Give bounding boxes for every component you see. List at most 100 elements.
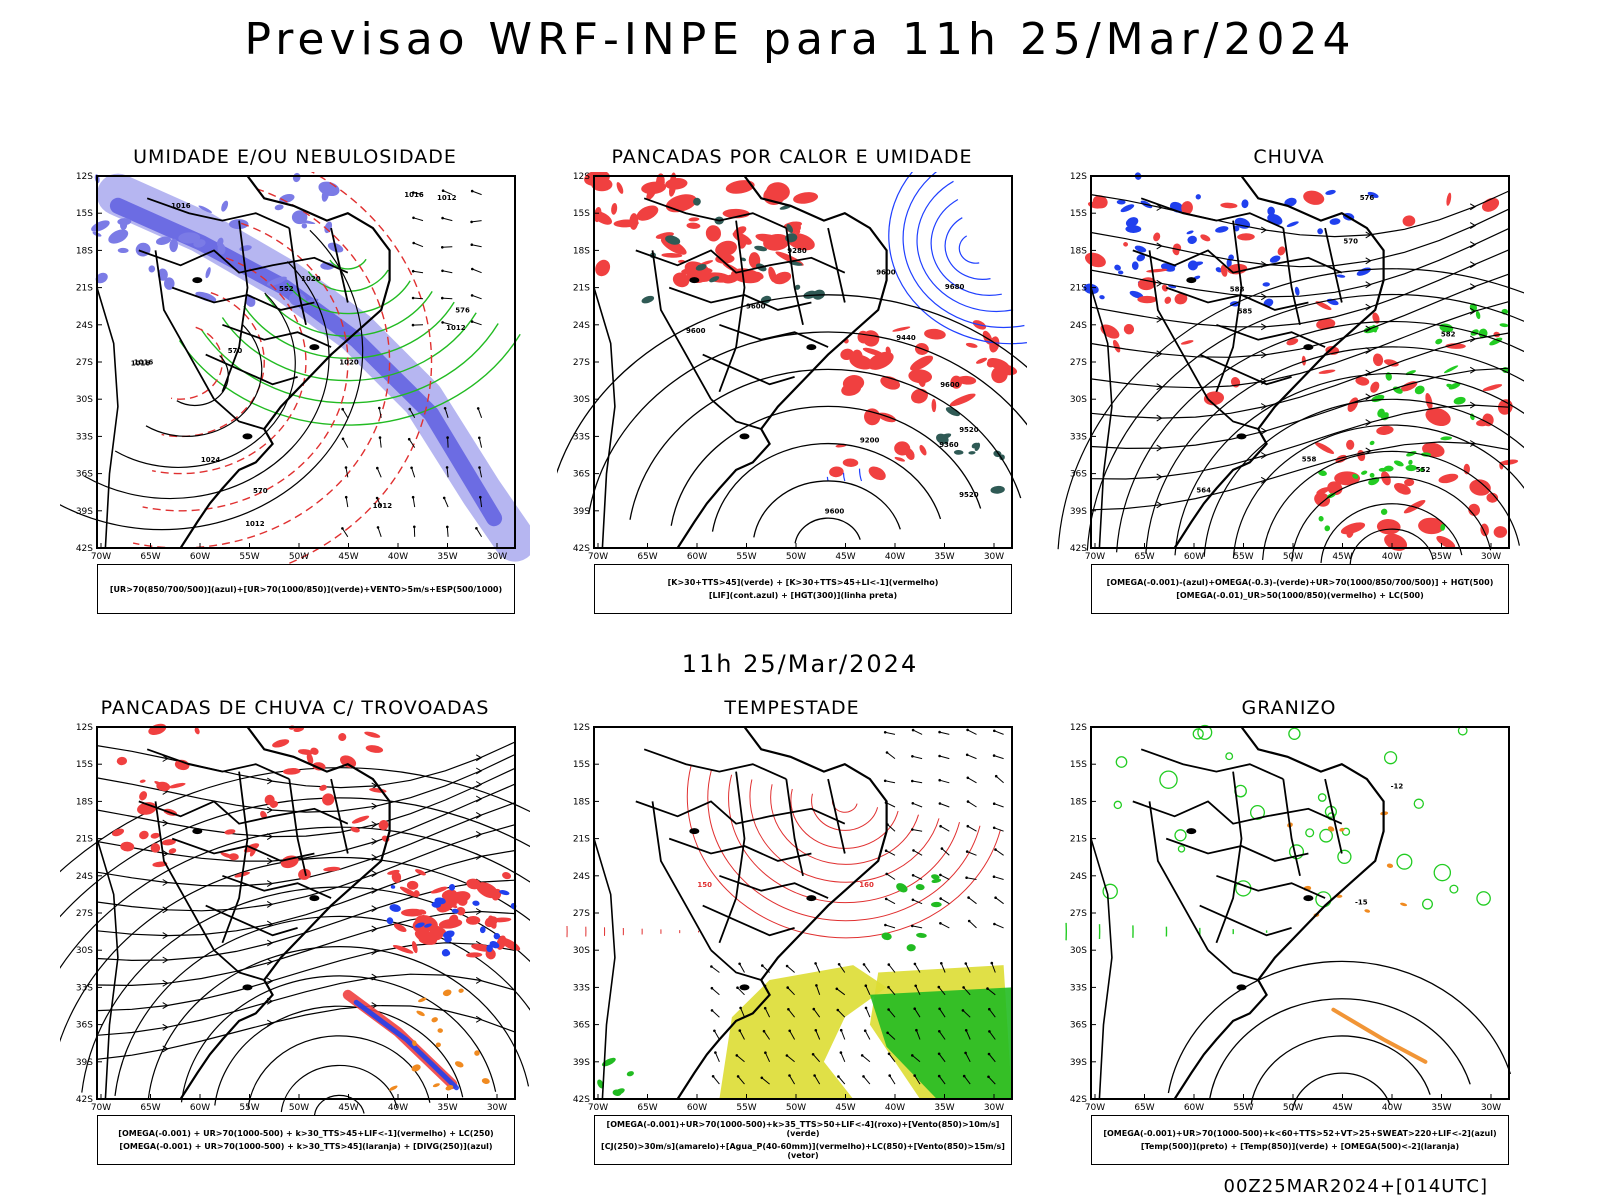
thunder-red-area [378,820,389,831]
vector-head [887,1052,891,1056]
wind-vector [914,1008,921,1018]
rain-green-area [1440,436,1453,441]
vector-head [962,1074,966,1078]
flow-arrow [475,976,483,984]
flow-arrow [266,880,274,888]
state-border [138,800,349,825]
moisture-patch [95,272,108,284]
temp850-closed-contour [1113,800,1123,810]
convective-red-area [613,219,639,228]
thunder-red-area [466,878,481,890]
lon-tick-label: 40W [1382,552,1402,562]
wind-vector [736,1055,745,1063]
convective-red-area [595,259,611,277]
vector-head [441,216,444,220]
moisture-patch [157,268,168,281]
wind-vector [967,825,977,832]
rain-blue-area [1267,206,1275,216]
thunder-red-area [322,793,335,806]
wind-850-green-patch [930,901,942,908]
convective-red-area [584,172,610,186]
temp850-closed-contour [1305,828,1315,838]
thunder-red-area [466,952,483,958]
flow-arrow [266,777,274,785]
wind-vector [995,849,1004,856]
moisture-patch [155,236,171,245]
rain-green-area [1352,473,1359,479]
vector-head [341,527,344,530]
coastline [676,726,888,1100]
lat-tick-label: 42S [76,1095,93,1105]
vector-head [885,751,889,754]
state-border [330,778,349,854]
temp500-contour [1209,998,1471,1099]
wind-vector [442,297,453,300]
west-coastline [593,838,616,1100]
rain-red-area [1425,392,1433,410]
omega-orange-band [1331,1007,1428,1064]
map-background [594,176,1012,548]
contour-label: 9600 [686,327,706,335]
lat-tick-label: 30S [1070,946,1087,956]
low-level-humidity-contour [307,269,389,293]
wind-vector [885,850,896,856]
vector-head [760,1076,764,1080]
state-border [718,771,746,944]
vector-head [470,243,474,246]
contour-label: 1012 [245,520,265,528]
thunder-orange-area [431,1017,438,1023]
wind-vector [912,780,923,784]
rain-red-area [1315,301,1332,311]
panel-title: UMIDADE E/OU NEBULOSIDADE [133,146,457,168]
convective-red-area [665,194,697,213]
wind-vector [912,829,923,832]
rain-green-area [1444,365,1459,374]
vector-head [446,525,449,529]
wind-vector [967,729,977,735]
rain-red-area [1404,478,1415,487]
legend-line: [OMEGA(-0.001) + UR>70(1000-500) + k>30_… [119,1142,493,1151]
lon-tick-label: 50W [786,1103,806,1113]
wind-vector [940,874,950,880]
flow-arrow [266,900,274,908]
vector-head [884,923,887,927]
wind-vector [993,755,1004,760]
vector-head [788,1029,791,1033]
lat-tick-label: 24S [1070,872,1087,882]
vector-head [911,1054,914,1057]
wind-vector [939,779,950,784]
run-timestamp: 00Z25MAR2024+[014UTC] [1223,1176,1488,1197]
rain-blue-area [1226,258,1232,268]
thunder-red-area [323,866,341,872]
flow-arrow [1365,257,1372,265]
vector-head [992,875,996,878]
convective-red-area [715,254,735,264]
rain-red-area [1482,384,1503,392]
streamline [1090,441,1510,511]
moisture-patch [221,200,229,212]
geopotential-height-contour [670,405,982,526]
wind-vector [840,1052,846,1062]
rain-blue-area [1294,286,1300,296]
thunder-orange-area [418,997,427,1003]
vector-head [711,1075,715,1078]
lat-tick-label: 24S [1070,321,1087,331]
convective-red-area [688,217,700,222]
temp850-closed-contour [1192,728,1204,740]
contour-label: 570 [228,347,243,355]
coastline [179,726,391,1100]
convective-red-area [919,444,927,456]
rain-blue-area [1241,199,1249,209]
rain-blue-area [1215,226,1229,233]
vector-head [412,216,415,220]
lat-tick-label: 39S [1070,507,1087,517]
coastline [1173,175,1385,549]
thunder-red-area [139,830,149,840]
low-level-humidity-contour [243,301,455,360]
streamline [1090,190,1510,238]
lat-tick-label: 27S [76,909,93,919]
thunder-red-area [120,841,135,852]
thunder-red-area [228,853,239,861]
state-border [221,771,249,944]
